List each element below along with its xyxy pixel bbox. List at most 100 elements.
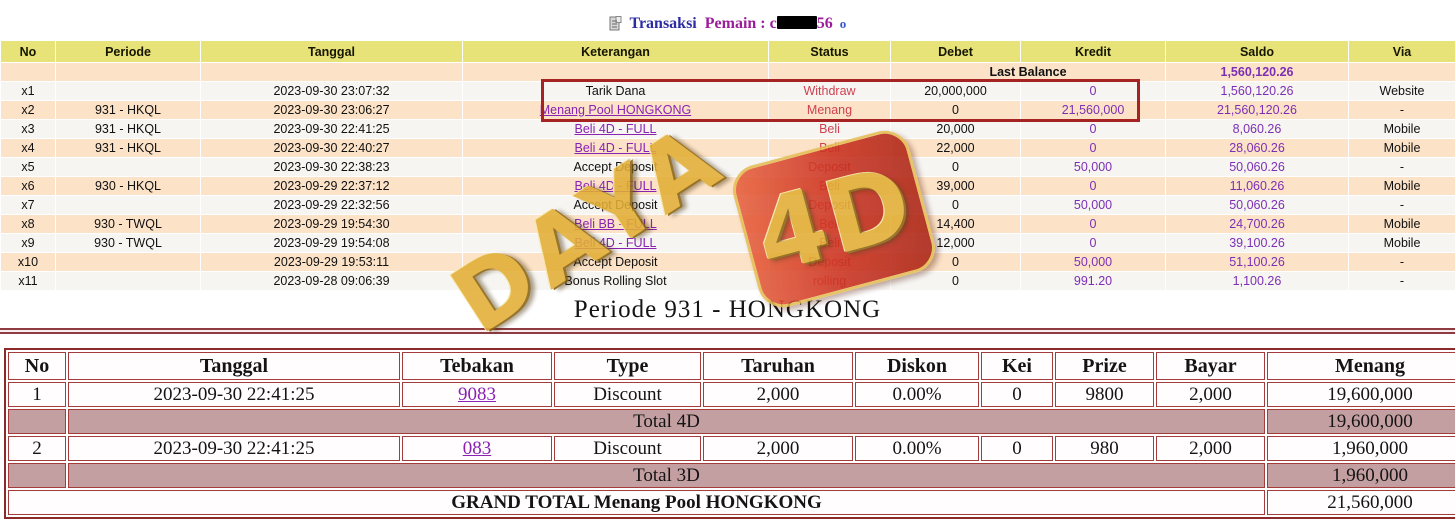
- cell-kei: 0: [981, 382, 1053, 407]
- col-via: Via: [1348, 40, 1455, 63]
- table-row: x6 930 - HKQL 2023-09-29 22:37:12 Beli 4…: [0, 176, 1455, 196]
- cell-no: x2: [0, 100, 56, 120]
- title-pemain: Pemain : c: [704, 15, 777, 32]
- last-balance-label: Last Balance: [890, 62, 1166, 82]
- cell-kredit: 991.20: [1020, 271, 1166, 291]
- total-3d-label: Total 3D: [68, 463, 1265, 488]
- cell-prize: 9800: [1055, 382, 1154, 407]
- total-4d-value: 19,600,000: [1267, 409, 1455, 434]
- cell-via: -: [1348, 252, 1455, 272]
- cell-periode: [55, 271, 201, 291]
- cell-taruhan: 2,000: [703, 382, 853, 407]
- cell-kredit: 0: [1020, 81, 1166, 101]
- title-pemain-suffix: 56: [816, 15, 833, 32]
- col-tanggal: Tanggal: [68, 352, 400, 380]
- detail-row: 1 2023-09-30 22:41:25 9083 Discount 2,00…: [8, 382, 1455, 407]
- cell-status: Beli: [768, 138, 891, 158]
- total-4d-row: Total 4D 19,600,000: [8, 409, 1455, 434]
- cell-kei: 0: [981, 436, 1053, 461]
- cell-bayar: 2,000: [1156, 382, 1265, 407]
- cell-saldo: 11,060.26: [1165, 176, 1349, 196]
- table-row: x11 2023-09-28 09:06:39 Bonus Rolling Sl…: [0, 271, 1455, 291]
- tebakan-link[interactable]: 083: [462, 437, 492, 459]
- col-keterangan: Keterangan: [462, 40, 769, 63]
- cell-kredit: 0: [1020, 233, 1166, 253]
- table-row: x8 930 - TWQL 2023-09-29 19:54:30 Beli B…: [0, 214, 1455, 234]
- tebakan-link[interactable]: 9083: [458, 383, 496, 405]
- cell-no: x5: [0, 157, 56, 177]
- keterangan-link[interactable]: Beli 4D - FULL: [574, 179, 657, 193]
- table-row: x9 930 - TWQL 2023-09-29 19:54:08 Beli 4…: [0, 233, 1455, 253]
- cell-via: Website: [1348, 81, 1455, 101]
- cell-debet: 39,000: [890, 176, 1021, 196]
- cell-status: Beli: [768, 119, 891, 139]
- cell-periode: [55, 81, 201, 101]
- cell-saldo: 1,100.26: [1165, 271, 1349, 291]
- col-bayar: Bayar: [1156, 352, 1265, 380]
- cell-saldo: 50,060.26: [1165, 195, 1349, 215]
- info-icon[interactable]: o: [839, 16, 847, 31]
- cell-status: Beli: [768, 176, 891, 196]
- cell-keterangan: Tarik Dana: [462, 81, 769, 101]
- keterangan-link[interactable]: Beli 4D - FULL: [574, 141, 657, 155]
- col-menang: Menang: [1267, 352, 1455, 380]
- cell-keterangan: Beli BB - FULL: [462, 214, 769, 234]
- cell-tanggal: 2023-09-30 22:41:25: [200, 119, 463, 139]
- cell-via: Mobile: [1348, 233, 1455, 253]
- cell-debet: 0: [890, 195, 1021, 215]
- grand-total-value: 21,560,000: [1267, 490, 1455, 515]
- keterangan-link[interactable]: Beli BB - FULL: [574, 217, 657, 231]
- cell-no: x7: [0, 195, 56, 215]
- cell-debet: 0: [890, 252, 1021, 272]
- cell-tanggal: 2023-09-30 22:41:25: [68, 382, 400, 407]
- cell-via: Mobile: [1348, 138, 1455, 158]
- bet-detail-table: No Tanggal Tebakan Type Taruhan Diskon K…: [4, 348, 1455, 519]
- cell-debet: 14,400: [890, 214, 1021, 234]
- cell-tanggal: 2023-09-30 23:07:32: [200, 81, 463, 101]
- cell-kredit: 0: [1020, 176, 1166, 196]
- cell-no: x11: [0, 271, 56, 291]
- cell-keterangan: Accept Deposit: [462, 195, 769, 215]
- title-transaksi: Transaksi: [629, 15, 697, 32]
- transactions-header-row: No Periode Tanggal Keterangan Status Deb…: [0, 40, 1455, 63]
- cell-kredit: 21,560,000: [1020, 100, 1166, 120]
- table-row: x3 931 - HKQL 2023-09-30 22:41:25 Beli 4…: [0, 119, 1455, 139]
- cell-saldo: 51,100.26: [1165, 252, 1349, 272]
- col-status: Status: [768, 40, 891, 63]
- cell-via: -: [1348, 157, 1455, 177]
- cell-keterangan: Accept Deposit: [462, 157, 769, 177]
- cell-saldo: 24,700.26: [1165, 214, 1349, 234]
- total-3d-row: Total 3D 1,960,000: [8, 463, 1455, 488]
- cell-debet: 22,000: [890, 138, 1021, 158]
- col-diskon: Diskon: [855, 352, 979, 380]
- cell-status: Deposit: [768, 195, 891, 215]
- cell-no: x1: [0, 81, 56, 101]
- redacted-username-box: [776, 16, 817, 29]
- cell-via: -: [1348, 271, 1455, 291]
- cell-periode: 930 - TWQL: [55, 233, 201, 253]
- cell-saldo: 21,560,120.26: [1165, 100, 1349, 120]
- cell-tanggal: 2023-09-30 22:38:23: [200, 157, 463, 177]
- cell-kredit: 50,000: [1020, 195, 1166, 215]
- col-tebakan: Tebakan: [402, 352, 552, 380]
- cell-kredit: 0: [1020, 119, 1166, 139]
- cell-saldo: 50,060.26: [1165, 157, 1349, 177]
- cell-tebakan: 9083: [402, 382, 552, 407]
- col-saldo: Saldo: [1165, 40, 1349, 63]
- cell-tanggal: 2023-09-29 22:32:56: [200, 195, 463, 215]
- cell-no: x9: [0, 233, 56, 253]
- cell-debet: 20,000,000: [890, 81, 1021, 101]
- keterangan-link[interactable]: Beli 4D - FULL: [574, 122, 657, 136]
- cell-via: -: [1348, 100, 1455, 120]
- cell-tanggal: 2023-09-30 22:40:27: [200, 138, 463, 158]
- cell-periode: 931 - HKQL: [55, 100, 201, 120]
- cell-no: x6: [0, 176, 56, 196]
- col-tanggal: Tanggal: [200, 40, 463, 63]
- cell-kredit: 50,000: [1020, 157, 1166, 177]
- col-no: No: [0, 40, 56, 63]
- keterangan-link[interactable]: Menang Pool HONGKONG: [539, 103, 692, 117]
- cell-status: Deposit: [768, 252, 891, 272]
- keterangan-link[interactable]: Beli 4D - FULL: [574, 236, 657, 250]
- cell-tanggal: 2023-09-30 22:41:25: [68, 436, 400, 461]
